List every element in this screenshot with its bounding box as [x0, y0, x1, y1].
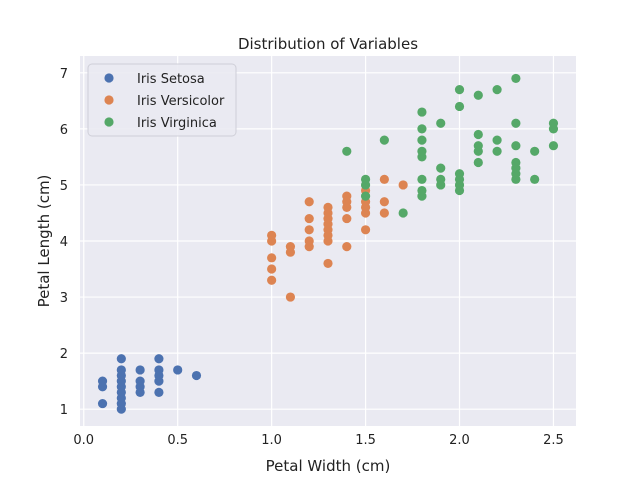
data-point [492, 146, 502, 156]
legend: Iris Setosa Iris Versicolor Iris Virginica [87, 63, 237, 137]
legend-box [87, 63, 237, 137]
data-point [116, 404, 126, 414]
data-point [548, 141, 559, 151]
y-tick-label: 3 [60, 291, 68, 306]
data-point [473, 157, 483, 168]
y-tick-label: 1 [60, 403, 68, 418]
data-point [342, 213, 352, 224]
data-point [116, 354, 126, 364]
data-point [454, 101, 465, 112]
x-tick-label: 0.5 [167, 433, 188, 448]
data-point [304, 197, 314, 207]
data-point [473, 90, 483, 100]
x-tick-label: 0.0 [73, 433, 94, 448]
data-point [492, 135, 502, 145]
data-point [530, 174, 540, 184]
chart-title: Distribution of Variables [238, 35, 418, 53]
data-point [436, 163, 446, 173]
data-point [173, 365, 183, 375]
data-point [342, 146, 352, 156]
data-point [154, 387, 164, 397]
legend-marker [104, 73, 114, 83]
data-point [97, 382, 108, 392]
legend-marker [104, 95, 114, 105]
x-axis-ticks: 0.0 0.5 1.0 1.5 2.0 2.5 [73, 433, 563, 448]
data-point [304, 236, 314, 246]
data-point [154, 354, 164, 364]
y-tick-label: 6 [60, 123, 68, 138]
data-point [379, 174, 389, 184]
data-point [342, 242, 352, 252]
data-point [473, 141, 483, 151]
data-point [323, 202, 333, 212]
data-point [304, 225, 314, 235]
data-point [379, 208, 389, 218]
data-point [417, 185, 427, 196]
data-point [454, 169, 465, 179]
data-point [511, 73, 521, 84]
data-point [492, 85, 502, 95]
y-tick-label: 7 [60, 67, 68, 82]
data-point [97, 398, 108, 409]
series-0 [97, 354, 202, 414]
data-point [135, 365, 145, 375]
x-tick-label: 1.0 [261, 433, 282, 448]
data-point [116, 365, 126, 375]
y-axis-label: Petal Length (cm) [35, 175, 53, 308]
series-2 [342, 73, 559, 218]
data-point [267, 275, 277, 285]
data-point [473, 129, 483, 140]
data-point [360, 174, 371, 184]
data-point [267, 264, 277, 274]
data-point [417, 107, 427, 117]
data-point [360, 191, 371, 201]
legend-label: Iris Versicolor [137, 94, 225, 109]
data-point [511, 157, 521, 168]
data-point [548, 118, 559, 128]
x-tick-label: 2.0 [449, 433, 470, 448]
data-point [304, 213, 314, 224]
data-point [511, 118, 521, 128]
y-axis-ticks: 1 2 3 4 5 6 7 [60, 67, 68, 418]
data-point [285, 242, 296, 252]
legend-marker [104, 117, 114, 127]
data-point [436, 174, 446, 184]
data-point [398, 208, 408, 218]
data-point [436, 118, 446, 128]
x-axis-label: Petal Width (cm) [266, 457, 391, 475]
data-point [454, 85, 465, 95]
data-point [360, 225, 371, 235]
data-point [511, 141, 521, 151]
y-tick-label: 4 [60, 235, 68, 250]
legend-label: Iris Virginica [137, 116, 217, 131]
data-points [97, 73, 559, 414]
x-tick-label: 2.5 [543, 433, 564, 448]
data-point [417, 146, 427, 156]
data-point [285, 292, 296, 302]
data-point [191, 370, 202, 381]
data-point [398, 180, 408, 190]
data-point [417, 124, 427, 134]
data-point [342, 191, 352, 201]
data-point [379, 135, 389, 145]
data-point [154, 365, 164, 375]
y-tick-label: 2 [60, 347, 68, 362]
data-point [417, 135, 427, 145]
legend-label: Iris Setosa [137, 72, 205, 87]
data-point [417, 174, 427, 184]
y-tick-label: 5 [60, 179, 68, 194]
data-point [267, 253, 277, 263]
data-point [379, 197, 389, 207]
data-point [135, 376, 145, 386]
data-point [530, 146, 540, 156]
data-point [323, 258, 333, 269]
data-point [267, 230, 277, 240]
x-tick-label: 1.5 [355, 433, 376, 448]
